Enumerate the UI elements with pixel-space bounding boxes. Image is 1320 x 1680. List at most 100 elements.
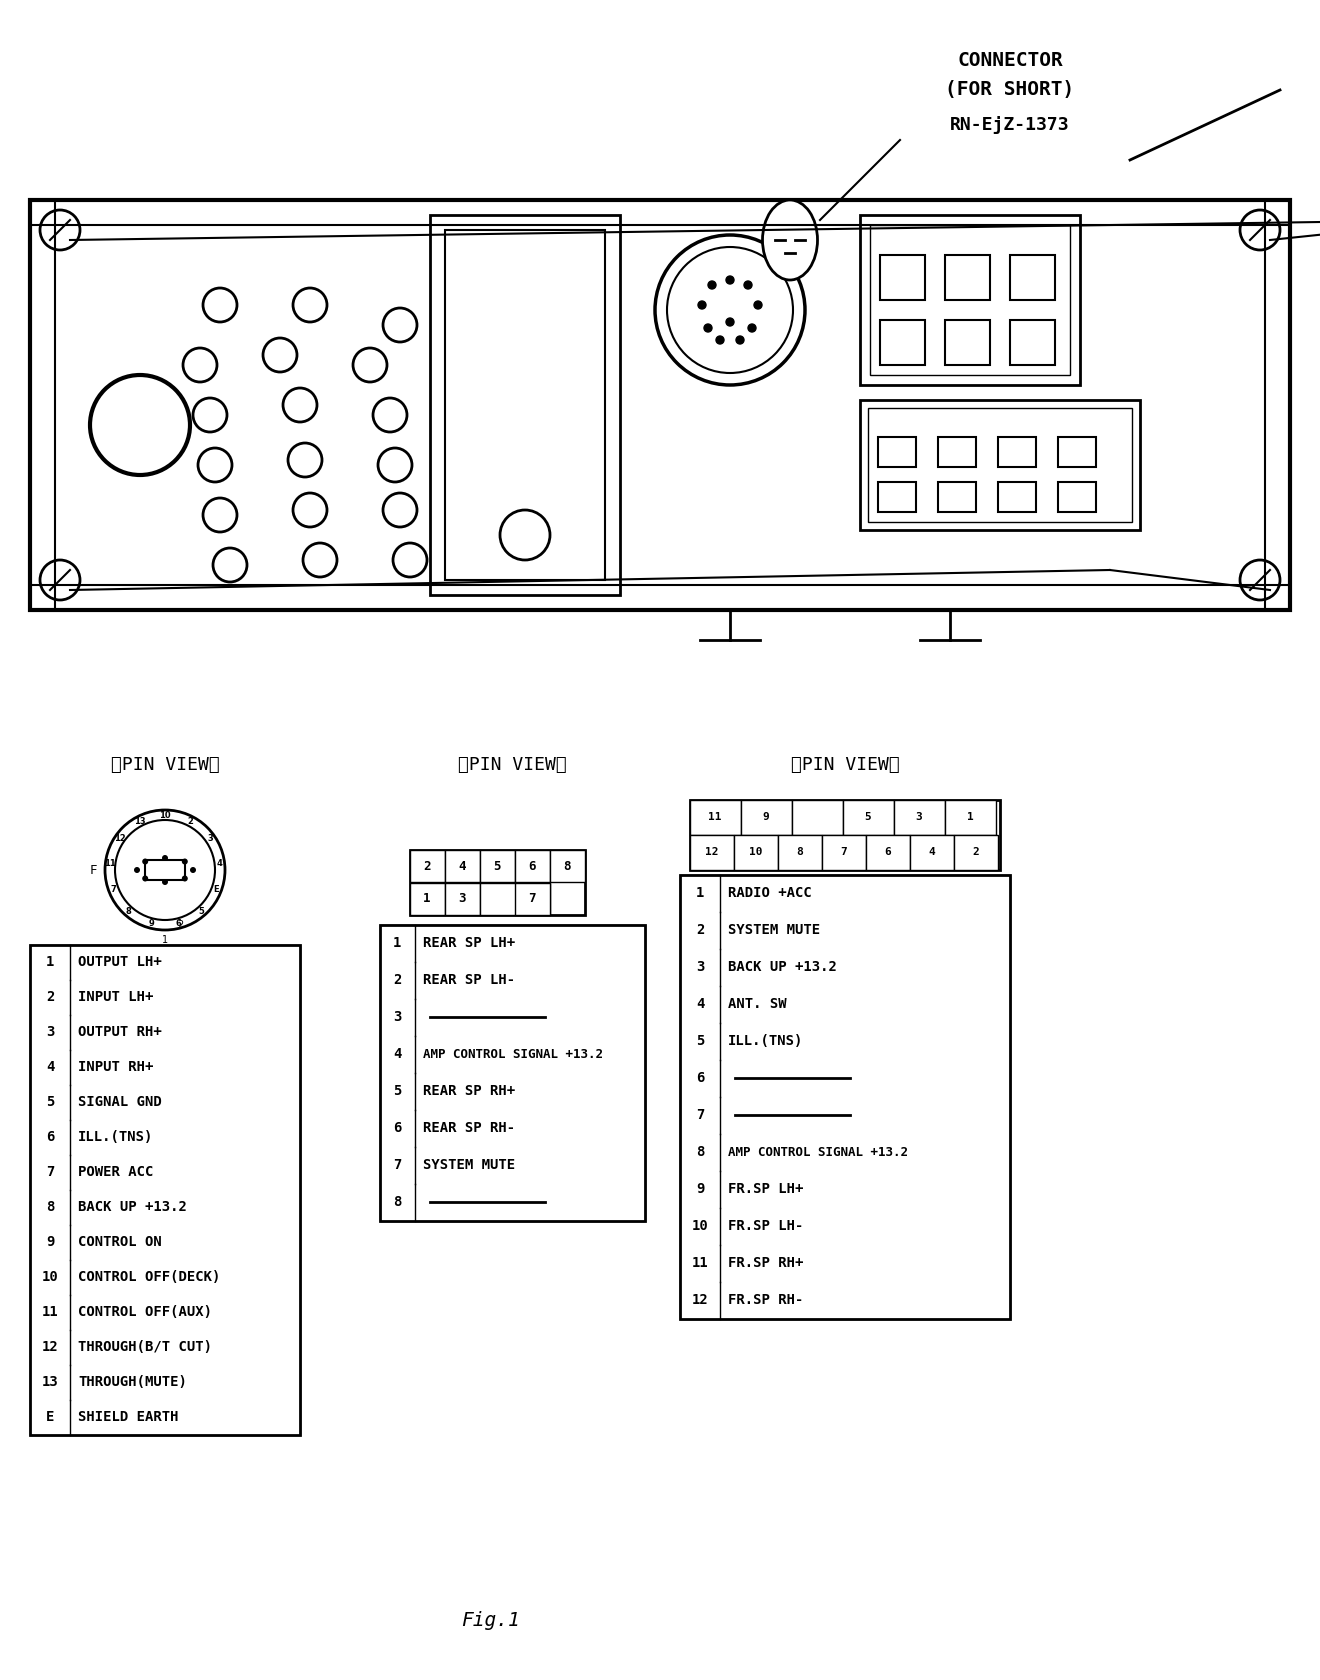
- Bar: [411, 850, 585, 916]
- Text: 1: 1: [696, 885, 704, 900]
- Circle shape: [737, 336, 744, 344]
- Bar: [445, 884, 480, 916]
- Bar: [680, 1060, 1010, 1097]
- Circle shape: [203, 497, 238, 533]
- Text: 12: 12: [705, 847, 719, 857]
- Text: CONTROL OFF(DECK): CONTROL OFF(DECK): [78, 1270, 220, 1284]
- Text: REAR SP LH+: REAR SP LH+: [422, 936, 515, 949]
- Text: 6: 6: [884, 847, 891, 857]
- Bar: [822, 835, 866, 870]
- Bar: [480, 884, 550, 916]
- Bar: [380, 1037, 645, 1074]
- Text: 〈PIN VIEW〉: 〈PIN VIEW〉: [111, 756, 219, 774]
- Text: INPUT RH+: INPUT RH+: [78, 1060, 153, 1074]
- Circle shape: [293, 492, 327, 528]
- Circle shape: [715, 336, 723, 344]
- Text: E: E: [46, 1410, 54, 1425]
- Bar: [945, 255, 990, 301]
- Text: 2: 2: [424, 860, 430, 872]
- Text: SIGNAL GND: SIGNAL GND: [78, 1095, 162, 1109]
- Text: 1: 1: [162, 936, 168, 944]
- Text: 5: 5: [393, 1084, 401, 1099]
- Bar: [690, 800, 1001, 870]
- Bar: [380, 963, 645, 1000]
- Bar: [380, 1184, 645, 1221]
- Bar: [515, 850, 550, 882]
- Text: 5: 5: [865, 811, 871, 822]
- Text: ANT. SW: ANT. SW: [729, 996, 787, 1011]
- Bar: [30, 1085, 300, 1121]
- Text: 7: 7: [46, 1164, 54, 1179]
- Circle shape: [193, 398, 227, 432]
- Text: 11: 11: [42, 1305, 58, 1319]
- Circle shape: [473, 444, 507, 477]
- Bar: [680, 912, 1010, 949]
- Circle shape: [352, 348, 387, 381]
- Circle shape: [304, 543, 337, 576]
- Text: CONTROL ON: CONTROL ON: [78, 1235, 162, 1248]
- Text: 2: 2: [393, 973, 401, 986]
- Bar: [680, 1245, 1010, 1282]
- Text: THROUGH(B/T CUT): THROUGH(B/T CUT): [78, 1341, 213, 1354]
- Bar: [30, 1050, 300, 1085]
- Text: SYSTEM MUTE: SYSTEM MUTE: [422, 1158, 515, 1173]
- Bar: [909, 835, 954, 870]
- Circle shape: [704, 324, 711, 333]
- Text: 1: 1: [393, 936, 401, 949]
- Circle shape: [143, 858, 148, 865]
- Text: 4: 4: [46, 1060, 54, 1074]
- Text: 6: 6: [393, 1121, 401, 1136]
- Text: OUTPUT LH+: OUTPUT LH+: [78, 954, 162, 969]
- Bar: [30, 1156, 300, 1189]
- Text: F: F: [90, 864, 96, 877]
- Circle shape: [726, 318, 734, 326]
- Text: 7: 7: [528, 892, 536, 904]
- Bar: [954, 835, 998, 870]
- Text: REAR SP LH-: REAR SP LH-: [422, 973, 515, 986]
- Circle shape: [106, 810, 224, 931]
- Ellipse shape: [763, 200, 817, 281]
- Circle shape: [288, 444, 322, 477]
- Text: FR.SP RH-: FR.SP RH-: [729, 1294, 804, 1307]
- Text: 4: 4: [696, 996, 704, 1011]
- Circle shape: [393, 543, 426, 576]
- Circle shape: [655, 235, 805, 385]
- Text: 8: 8: [125, 907, 132, 916]
- Text: REAR SP RH-: REAR SP RH-: [422, 1121, 515, 1136]
- Circle shape: [162, 879, 168, 885]
- Text: 7: 7: [111, 885, 116, 894]
- Text: THROUGH(MUTE): THROUGH(MUTE): [78, 1374, 187, 1389]
- Bar: [878, 482, 916, 512]
- Bar: [894, 800, 945, 835]
- Bar: [680, 875, 1010, 912]
- Text: 8: 8: [393, 1194, 401, 1210]
- Bar: [870, 225, 1071, 375]
- Bar: [515, 884, 550, 916]
- Text: 4: 4: [929, 847, 936, 857]
- Bar: [680, 1171, 1010, 1208]
- Text: 4: 4: [393, 1047, 401, 1062]
- Bar: [680, 1134, 1010, 1171]
- Bar: [30, 1331, 300, 1364]
- Text: 8: 8: [696, 1146, 704, 1159]
- Bar: [380, 1147, 645, 1184]
- Bar: [680, 1097, 1010, 1134]
- Circle shape: [667, 247, 793, 373]
- Bar: [30, 1260, 300, 1295]
- Bar: [792, 800, 843, 835]
- Text: 9: 9: [763, 811, 770, 822]
- Text: 8: 8: [564, 860, 570, 872]
- Text: 5: 5: [696, 1033, 704, 1048]
- Text: 3: 3: [696, 959, 704, 974]
- Circle shape: [182, 858, 187, 865]
- Bar: [878, 437, 916, 467]
- Bar: [866, 835, 909, 870]
- Bar: [945, 319, 990, 365]
- Text: RADIO +ACC: RADIO +ACC: [729, 885, 812, 900]
- Bar: [445, 230, 605, 580]
- Text: 3: 3: [46, 1025, 54, 1038]
- Bar: [30, 1364, 300, 1399]
- Text: AMP CONTROL SIGNAL +13.2: AMP CONTROL SIGNAL +13.2: [422, 1048, 603, 1060]
- Bar: [380, 926, 645, 1221]
- Circle shape: [374, 398, 407, 432]
